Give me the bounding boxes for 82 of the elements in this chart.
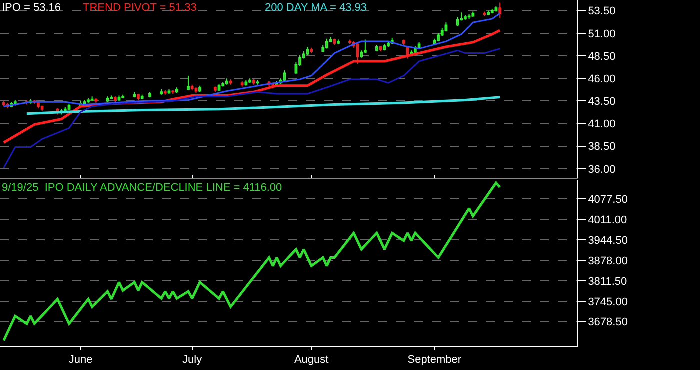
candlestick <box>87 98 90 104</box>
candlestick <box>106 96 110 103</box>
candlestick <box>164 90 167 96</box>
candlestick <box>256 80 260 86</box>
y-tick-label: 51.00 <box>588 28 616 40</box>
candlestick <box>306 46 310 56</box>
candlestick <box>402 39 406 46</box>
y-tick-label: 53.50 <box>588 6 616 18</box>
candlestick <box>379 46 382 52</box>
line-series <box>3 48 501 169</box>
candlestick <box>2 100 6 108</box>
candlestick <box>364 39 367 54</box>
candlestick <box>483 11 486 17</box>
x-tick-label: July <box>182 354 203 366</box>
candlestick <box>468 14 471 20</box>
y-tick-label: 36.00 <box>588 164 616 176</box>
candlestick <box>464 14 467 20</box>
candlestick <box>494 6 498 12</box>
candlestick <box>94 98 98 104</box>
candlestick <box>190 84 194 91</box>
candlestick <box>148 92 152 98</box>
candlestick <box>198 85 202 93</box>
candlestick <box>118 95 121 102</box>
y-tick-label: 4077.50 <box>588 194 628 206</box>
y-tick-label: 4011.00 <box>588 214 628 227</box>
candlestick <box>226 78 228 86</box>
line-series <box>26 96 502 116</box>
text: TREND PIVOT = 51.33 <box>83 2 197 14</box>
candlestick <box>218 84 221 92</box>
candlestick <box>326 38 328 50</box>
candlestick <box>222 82 225 88</box>
x-tick-label: September <box>408 354 462 366</box>
candlestick <box>90 96 94 102</box>
candlestick <box>40 105 44 112</box>
candlestick <box>172 90 175 94</box>
candlestick <box>387 41 390 48</box>
candlestick <box>252 79 256 86</box>
candlestick <box>456 16 460 27</box>
candlestick <box>498 2 502 19</box>
y-tick-label: 43.50 <box>588 96 616 108</box>
candlestick <box>214 86 217 93</box>
line-series <box>3 12 501 108</box>
text: 9/19/25 IPO DAILY ADVANCE/DECLINE LINE = 4116.00 <box>2 182 282 194</box>
candlestick <box>376 44 378 52</box>
candlestick <box>160 88 163 96</box>
candlestick <box>490 8 494 14</box>
y-tick-label: 3944.50 <box>588 234 628 247</box>
candlestick <box>248 78 252 84</box>
candlestick <box>140 94 144 100</box>
candlestick <box>229 79 232 86</box>
candlestick <box>472 11 475 18</box>
text: 200 DAY MA = 43.93 <box>265 2 368 14</box>
candlestick <box>310 47 314 54</box>
candlestick <box>194 87 198 94</box>
candlestick <box>122 94 125 99</box>
y-tick-label: 46.00 <box>588 73 616 86</box>
y-tick-label: 38.50 <box>588 141 616 154</box>
candlestick <box>68 103 71 111</box>
x-tick-label: June <box>68 354 93 366</box>
candlestick <box>176 87 178 94</box>
y-tick-label: 48.50 <box>588 50 616 63</box>
y-tick-label: 3811.50 <box>588 276 628 288</box>
candlestick <box>137 93 140 101</box>
candlestick <box>133 92 136 98</box>
candlestick <box>187 75 190 91</box>
candlestick <box>348 39 352 45</box>
candlestick <box>114 96 117 103</box>
candlestick <box>283 70 286 82</box>
candlestick <box>240 80 244 88</box>
candlestick <box>383 44 386 52</box>
candlestick <box>110 95 113 100</box>
y-tick-label: 3678.50 <box>588 316 628 329</box>
candlestick <box>244 80 248 86</box>
candlestick <box>487 10 490 16</box>
y-tick-label: 3745.00 <box>588 296 628 308</box>
line-series <box>2 182 502 342</box>
annotation: IPO = 53.16 <box>2 2 62 14</box>
y-tick-label: 41.00 <box>588 118 616 131</box>
y-tick-label: 3878.00 <box>588 255 628 268</box>
candlestick <box>333 38 336 46</box>
x-tick-label: August <box>294 354 329 366</box>
candlestick <box>337 39 340 45</box>
